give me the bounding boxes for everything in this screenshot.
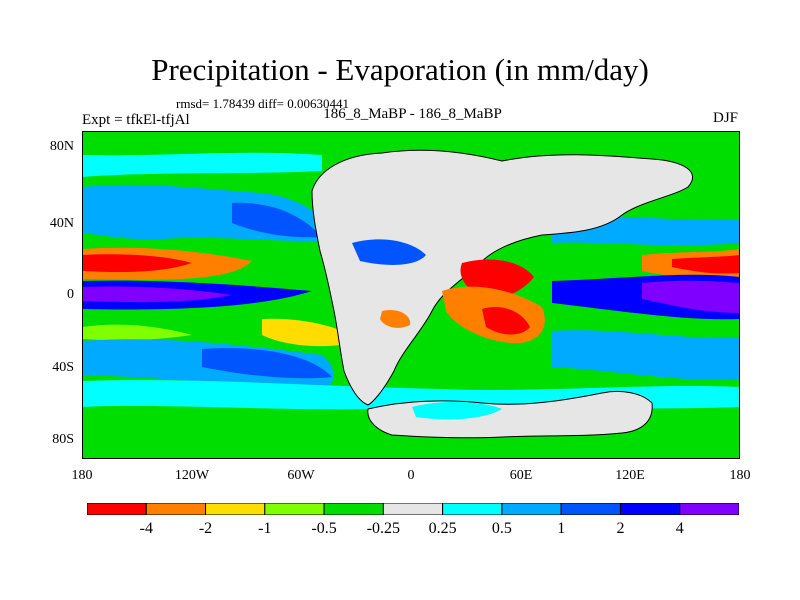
colorbar-swatch bbox=[442, 502, 503, 516]
colorbar-swatch bbox=[382, 502, 444, 516]
experiment-label: Expt = tfkEl-tfjAl bbox=[82, 112, 190, 128]
colorbar-label: 0.25 bbox=[428, 520, 457, 537]
x-tick-label: 180 bbox=[71, 468, 93, 483]
map-frame bbox=[82, 131, 740, 459]
stats-label: rmsd= 1.78439 diff= 0.00630441 bbox=[176, 96, 349, 111]
north-subtropic-core bbox=[82, 254, 192, 273]
y-tick-label: 80S bbox=[52, 432, 74, 447]
land-anomalies bbox=[352, 239, 545, 420]
south-storm-track-east bbox=[552, 330, 740, 380]
interior-dry-small bbox=[380, 309, 411, 328]
colorbar-label: 4 bbox=[675, 520, 684, 537]
y-tick-label: 0 bbox=[67, 287, 74, 302]
north-cyan-band bbox=[82, 152, 322, 177]
season-label: DJF bbox=[712, 110, 738, 126]
equatorial-core-west bbox=[82, 286, 232, 303]
x-tick-label: 0 bbox=[407, 468, 415, 483]
colorbar-swatch bbox=[145, 502, 207, 516]
x-tick-label: 120W bbox=[174, 468, 210, 483]
x-tick-label: 120E bbox=[615, 468, 645, 483]
north-pacific-core bbox=[232, 202, 322, 238]
map-panel bbox=[82, 131, 740, 459]
colorbar-swatch bbox=[560, 502, 621, 516]
east-subtropic-core bbox=[672, 255, 740, 274]
x-tick-label: 180 bbox=[729, 468, 751, 483]
colorbar-label: -0.5 bbox=[311, 520, 337, 537]
colorbar bbox=[86, 502, 740, 516]
colorbar-label: 2 bbox=[616, 520, 625, 537]
colorbar-label: -0.25 bbox=[366, 520, 401, 537]
south-subtropic-band bbox=[82, 324, 192, 341]
colorbar-swatch bbox=[619, 502, 681, 516]
colorbar-swatch bbox=[86, 502, 147, 516]
colorbar-label: 0.5 bbox=[491, 520, 512, 537]
south-subtropic-west bbox=[262, 318, 362, 347]
continent-outline bbox=[311, 149, 694, 406]
colorbar-swatch bbox=[501, 502, 562, 516]
south-land-cyan bbox=[412, 401, 502, 420]
interior-wet-1 bbox=[352, 239, 426, 265]
colorbar-label: -4 bbox=[139, 520, 153, 537]
y-tick-label: 80N bbox=[49, 139, 74, 154]
colorbar-svg bbox=[86, 502, 740, 516]
south-storm-core bbox=[202, 348, 332, 379]
colorbar-swatch bbox=[205, 502, 266, 516]
y-tick-label: 40S bbox=[52, 360, 74, 375]
interior-dry-core-2 bbox=[482, 307, 530, 335]
period-label: 186_8_MaBP - 186_8_MaBP bbox=[323, 106, 502, 122]
x-tick-label: 60W bbox=[287, 468, 315, 483]
colorbar-swatch bbox=[264, 502, 325, 516]
x-tick-label: 60E bbox=[509, 468, 533, 483]
colorbar-label: -1 bbox=[258, 520, 272, 537]
page-title: Precipitation - Evaporation (in mm/day) bbox=[151, 52, 649, 87]
colorbar-swatch bbox=[679, 502, 740, 516]
precipitation-map bbox=[82, 131, 740, 459]
colorbar-label: 1 bbox=[557, 520, 566, 537]
equatorial-core-east bbox=[642, 280, 740, 313]
colorbar-swatch bbox=[323, 502, 384, 516]
y-tick-label: 40N bbox=[49, 216, 74, 231]
colorbar-label: -2 bbox=[198, 520, 213, 537]
